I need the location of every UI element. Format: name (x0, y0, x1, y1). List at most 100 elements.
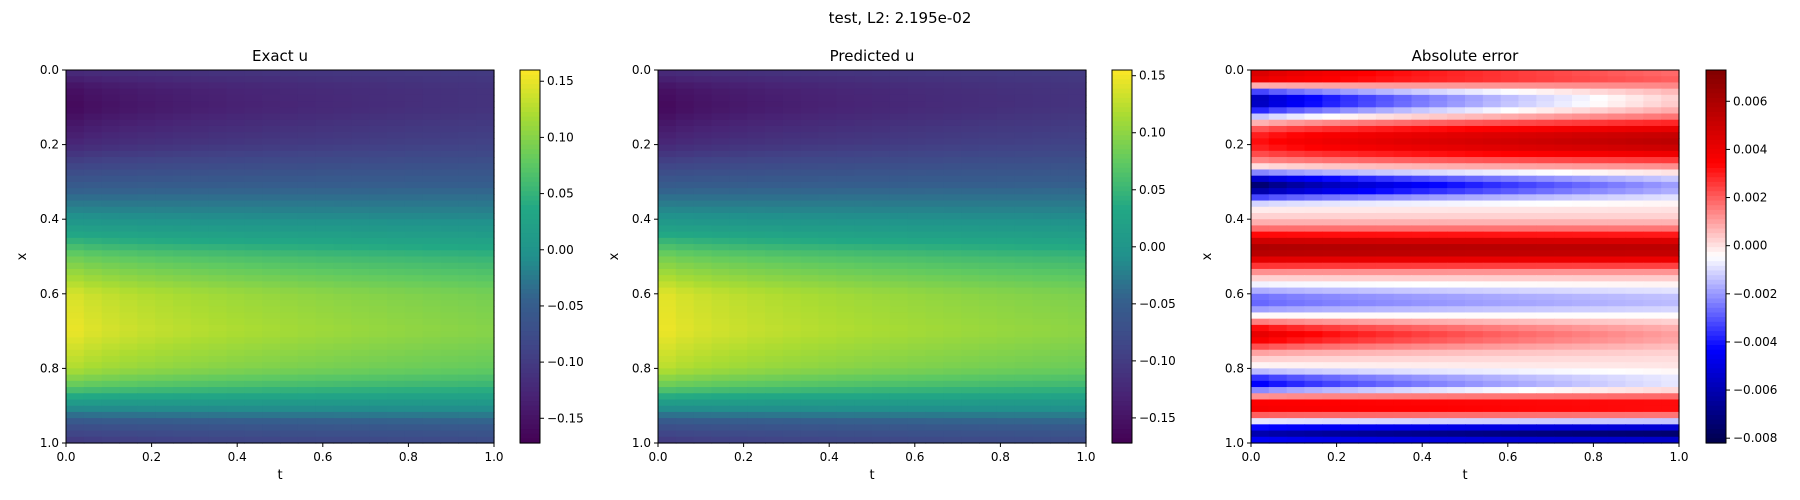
heatmap-cell (1068, 306, 1087, 314)
heatmap-cell (422, 188, 442, 195)
heatmap-cell (1465, 101, 1484, 108)
heatmap-cell (422, 430, 442, 438)
heatmap-cell (190, 70, 210, 77)
heatmap-cell (1625, 250, 1644, 258)
heatmap-cell (333, 362, 352, 369)
heatmap-cell (693, 405, 713, 413)
heatmap-cell (333, 125, 352, 133)
heatmap-cell (476, 300, 495, 307)
colorbar-segment (1112, 144, 1132, 150)
heatmap-cell (1518, 175, 1537, 183)
heatmap-cell (66, 324, 85, 332)
colorbar-segment (1112, 293, 1132, 300)
heatmap-cell (1482, 262, 1502, 270)
heatmap-cell (440, 349, 459, 357)
heatmap-cell (765, 312, 784, 320)
heatmap-cell (226, 343, 245, 351)
heatmap-cell (1032, 355, 1051, 363)
heatmap-cell (173, 436, 192, 444)
heatmap-cell (907, 94, 927, 102)
heatmap-cell (747, 300, 766, 307)
heatmap-cell (1607, 312, 1627, 320)
heatmap-cell (1482, 324, 1502, 332)
heatmap-cell (1482, 225, 1502, 233)
heatmap-cell (1358, 113, 1377, 121)
heatmap-cell (83, 343, 103, 351)
heatmap-cell (83, 374, 103, 382)
heatmap-cell (1375, 88, 1395, 96)
heatmap-cell (208, 76, 228, 84)
heatmap-cell (979, 331, 998, 338)
heatmap-cell (1032, 436, 1051, 444)
heatmap-cell (101, 250, 121, 258)
heatmap-cell (979, 349, 998, 357)
heatmap-cell (1050, 101, 1069, 108)
heatmap-cell (1268, 132, 1288, 139)
heatmap-cell (1482, 94, 1502, 102)
heatmap-cell (387, 331, 406, 338)
heatmap-cell (747, 262, 766, 270)
colorbar-segment (520, 307, 540, 314)
heatmap-cell (943, 194, 962, 202)
heatmap-cell (836, 113, 855, 121)
heatmap-cell (280, 150, 299, 158)
heatmap-cell (280, 399, 299, 407)
heatmap-cell (872, 380, 891, 388)
heatmap-cell (889, 424, 909, 432)
heatmap-cell (1322, 362, 1341, 369)
heatmap-cell (1607, 337, 1627, 345)
heatmap-cell (1322, 312, 1341, 320)
heatmap-cell (1050, 88, 1069, 96)
heatmap-cell (1589, 125, 1609, 133)
heatmap-cell (800, 349, 820, 357)
heatmap-cell (1500, 119, 1520, 127)
heatmap-cell (1589, 206, 1609, 214)
heatmap-cell (675, 219, 695, 227)
heatmap-cell (854, 181, 873, 189)
colorbar-segment (520, 111, 540, 118)
heatmap-cell (315, 88, 335, 96)
heatmap-cell (173, 262, 192, 270)
heatmap-cell (173, 387, 192, 394)
heatmap-cell (1393, 250, 1413, 258)
heatmap-cell (244, 119, 263, 127)
heatmap-cell (1518, 411, 1537, 419)
heatmap-cell (1607, 293, 1627, 301)
heatmap-cell (1322, 411, 1341, 419)
heatmap-cell (155, 268, 174, 276)
heatmap-cell (961, 194, 980, 202)
heatmap-cell (173, 212, 192, 220)
heatmap-cell (943, 188, 962, 195)
heatmap-cell (747, 418, 766, 425)
colorbar-tick-label: 0.000 (1733, 239, 1767, 253)
heatmap-cell (1465, 113, 1484, 121)
heatmap-cell (1304, 244, 1323, 251)
heatmap-cell (137, 125, 156, 133)
heatmap-cell (836, 88, 855, 96)
heatmap-cell (1482, 237, 1502, 245)
heatmap-cell (137, 324, 156, 332)
colorbar-segment (520, 83, 540, 90)
heatmap-cell (1589, 76, 1609, 84)
heatmap-cell (979, 225, 998, 233)
heatmap-cell (729, 256, 748, 264)
heatmap-cell (675, 244, 695, 251)
heatmap-cell (1340, 107, 1359, 115)
heatmap-cell (404, 138, 424, 146)
heatmap-cell (262, 212, 281, 220)
heatmap-cell (297, 250, 317, 258)
heatmap-cell (675, 94, 695, 102)
heatmap-cell (280, 430, 299, 438)
heatmap-cell (1014, 300, 1034, 307)
heatmap-cell (1500, 293, 1520, 301)
heatmap-cell (351, 206, 370, 214)
heatmap-cell (1286, 125, 1306, 133)
heatmap-cell (961, 169, 980, 177)
heatmap-cell (208, 430, 228, 438)
colorbar-segment (1706, 387, 1726, 393)
colorbar-segment (1112, 209, 1132, 216)
colorbar-segment (1706, 116, 1726, 122)
heatmap-cell (854, 150, 873, 158)
heatmap-cell (1251, 256, 1270, 264)
heatmap-cell (476, 262, 495, 270)
